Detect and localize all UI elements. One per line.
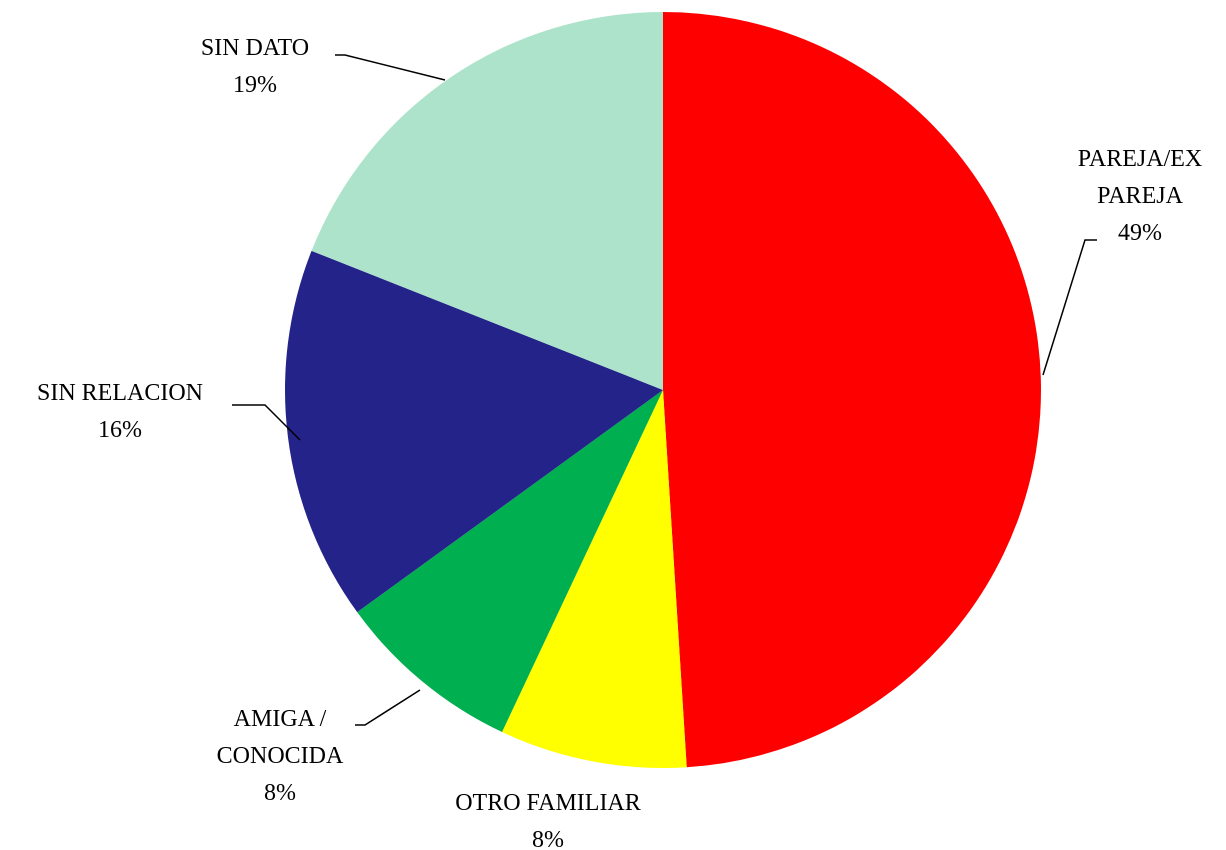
pie-slice xyxy=(285,250,663,613)
category-label: OTRO FAMILIAR xyxy=(455,790,641,816)
percent-label: 19% xyxy=(233,72,277,98)
category-label: SIN DATO xyxy=(200,35,310,61)
leader-line xyxy=(1042,239,1097,376)
pie-slice xyxy=(357,390,663,733)
pie-slice xyxy=(311,12,663,390)
leader-line xyxy=(355,689,421,726)
percent-label: 49% xyxy=(1118,220,1162,246)
category-label: AMIGA / CONOCIDA xyxy=(216,706,344,769)
percent-label: 8% xyxy=(264,780,296,806)
slices xyxy=(285,12,1041,768)
pie-slice xyxy=(663,12,1041,768)
data-label: OTRO FAMILIAR 8% xyxy=(398,785,698,850)
percent-label: 16% xyxy=(98,417,142,443)
data-label: PAREJA/EX PAREJA 49% xyxy=(1065,141,1215,252)
leader-line xyxy=(335,54,446,81)
category-label: PAREJA/EX PAREJA xyxy=(1077,146,1203,209)
leader-line xyxy=(232,404,301,441)
data-label: SIN RELACION 16% xyxy=(0,375,250,449)
leader-lines xyxy=(232,54,1097,726)
data-label: AMIGA / CONOCIDA 8% xyxy=(190,701,370,812)
percent-label: 8% xyxy=(532,827,564,850)
pie-slice xyxy=(502,390,687,768)
category-label: SIN RELACION xyxy=(37,380,203,406)
data-label: SIN DATO 19% xyxy=(155,30,355,104)
